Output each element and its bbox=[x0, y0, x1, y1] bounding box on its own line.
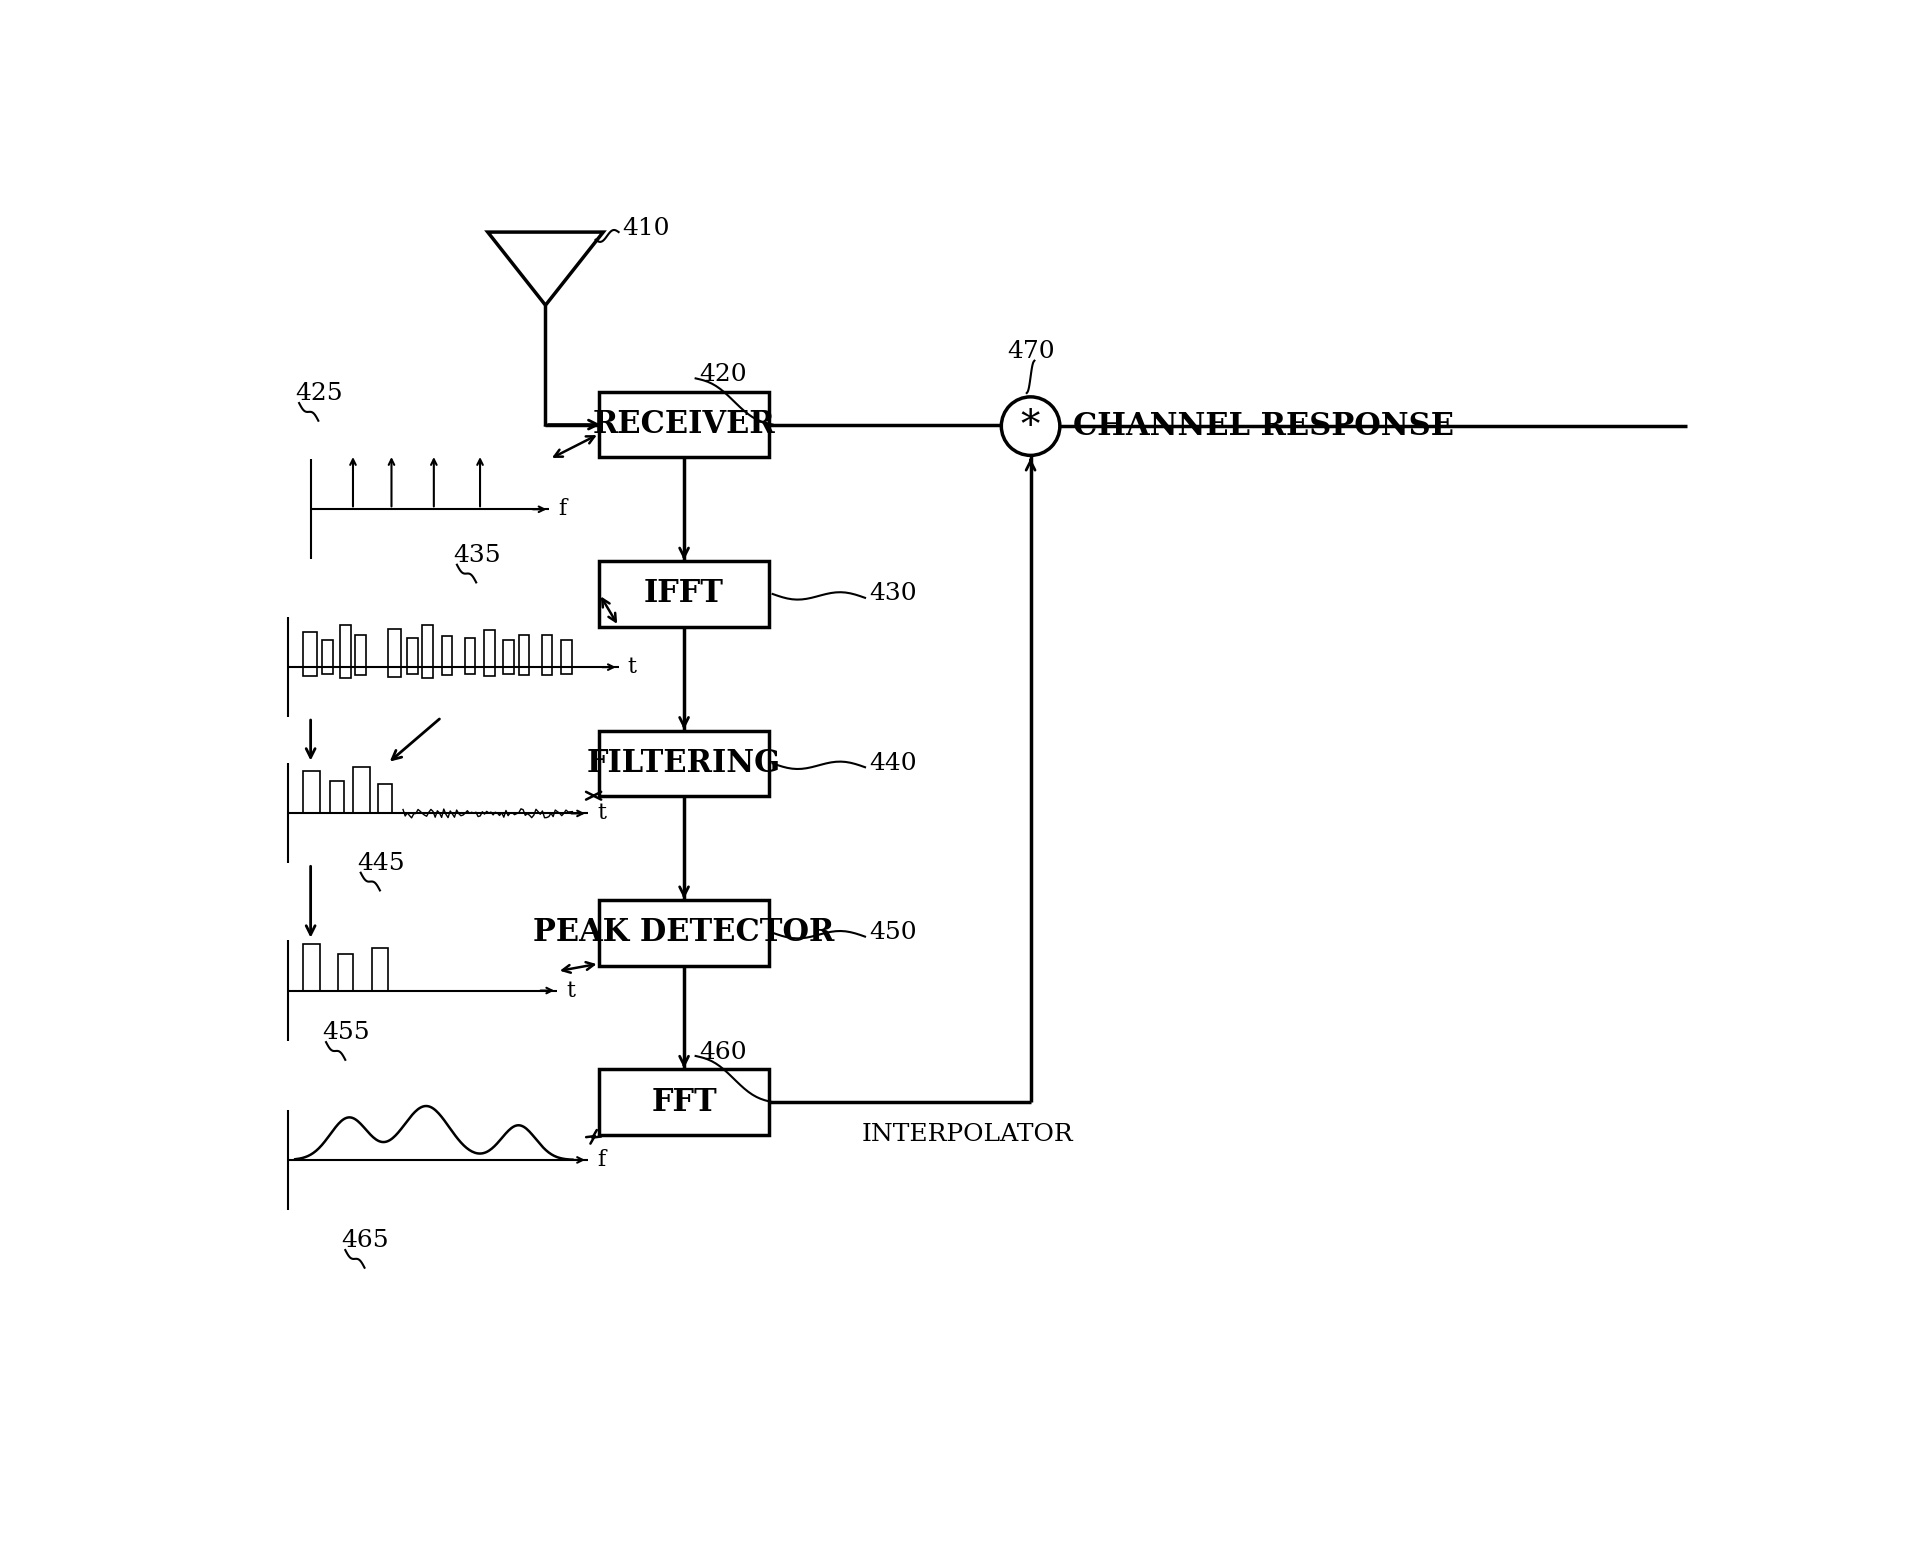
Bar bbox=[340, 668, 350, 678]
Bar bbox=[304, 632, 317, 668]
Polygon shape bbox=[488, 232, 604, 305]
Text: RECEIVER: RECEIVER bbox=[592, 409, 775, 440]
Bar bbox=[304, 668, 317, 675]
Bar bbox=[485, 630, 494, 668]
Text: 425: 425 bbox=[296, 383, 342, 406]
Bar bbox=[304, 771, 319, 813]
Bar bbox=[562, 668, 571, 674]
Bar bbox=[331, 781, 344, 813]
Text: FFT: FFT bbox=[652, 1087, 717, 1118]
Bar bbox=[519, 668, 529, 675]
Bar bbox=[356, 668, 365, 675]
Text: 460: 460 bbox=[700, 1041, 748, 1064]
Bar bbox=[485, 668, 494, 677]
Bar bbox=[519, 635, 529, 668]
Bar bbox=[388, 629, 402, 668]
Bar bbox=[504, 640, 513, 668]
Text: FILTERING: FILTERING bbox=[587, 748, 781, 779]
Text: IFFT: IFFT bbox=[644, 578, 725, 609]
Bar bbox=[442, 637, 452, 668]
Text: 455: 455 bbox=[323, 1021, 369, 1044]
Bar bbox=[408, 668, 417, 674]
Bar bbox=[600, 900, 769, 965]
Bar bbox=[562, 640, 571, 668]
Text: INTERPOLATOR: INTERPOLATOR bbox=[862, 1123, 1073, 1146]
Bar bbox=[465, 638, 475, 668]
Bar bbox=[542, 668, 552, 675]
Bar bbox=[323, 640, 333, 668]
Bar bbox=[338, 954, 354, 990]
Text: 465: 465 bbox=[342, 1230, 388, 1252]
Text: t: t bbox=[629, 657, 637, 678]
Text: 435: 435 bbox=[454, 544, 500, 567]
Bar bbox=[379, 784, 392, 813]
Text: f: f bbox=[596, 1149, 606, 1171]
Bar bbox=[442, 668, 452, 675]
Bar bbox=[354, 767, 369, 813]
Text: 440: 440 bbox=[869, 751, 917, 774]
Text: t: t bbox=[565, 979, 575, 1002]
Text: t: t bbox=[596, 802, 606, 824]
Bar bbox=[504, 668, 513, 674]
Text: f: f bbox=[558, 499, 567, 520]
Bar bbox=[600, 392, 769, 457]
Bar bbox=[423, 668, 433, 678]
Text: 420: 420 bbox=[700, 362, 748, 386]
Bar bbox=[340, 624, 350, 668]
Text: 450: 450 bbox=[869, 922, 917, 945]
Bar bbox=[408, 638, 417, 668]
Bar bbox=[323, 668, 333, 674]
Text: *: * bbox=[1021, 407, 1040, 445]
Bar bbox=[600, 731, 769, 796]
Bar bbox=[600, 561, 769, 627]
Bar bbox=[304, 945, 319, 990]
Bar bbox=[356, 635, 365, 668]
Text: CHANNEL RESPONSE: CHANNEL RESPONSE bbox=[1073, 410, 1454, 441]
Text: 445: 445 bbox=[358, 852, 404, 875]
Bar bbox=[542, 635, 552, 668]
Bar bbox=[465, 668, 475, 674]
Text: PEAK DETECTOR: PEAK DETECTOR bbox=[533, 917, 835, 948]
Bar bbox=[388, 668, 402, 677]
Bar bbox=[373, 948, 388, 990]
Bar bbox=[423, 624, 433, 668]
Text: 470: 470 bbox=[1008, 339, 1054, 362]
Text: 430: 430 bbox=[869, 582, 917, 606]
Bar bbox=[600, 1069, 769, 1135]
Text: 410: 410 bbox=[623, 217, 669, 240]
